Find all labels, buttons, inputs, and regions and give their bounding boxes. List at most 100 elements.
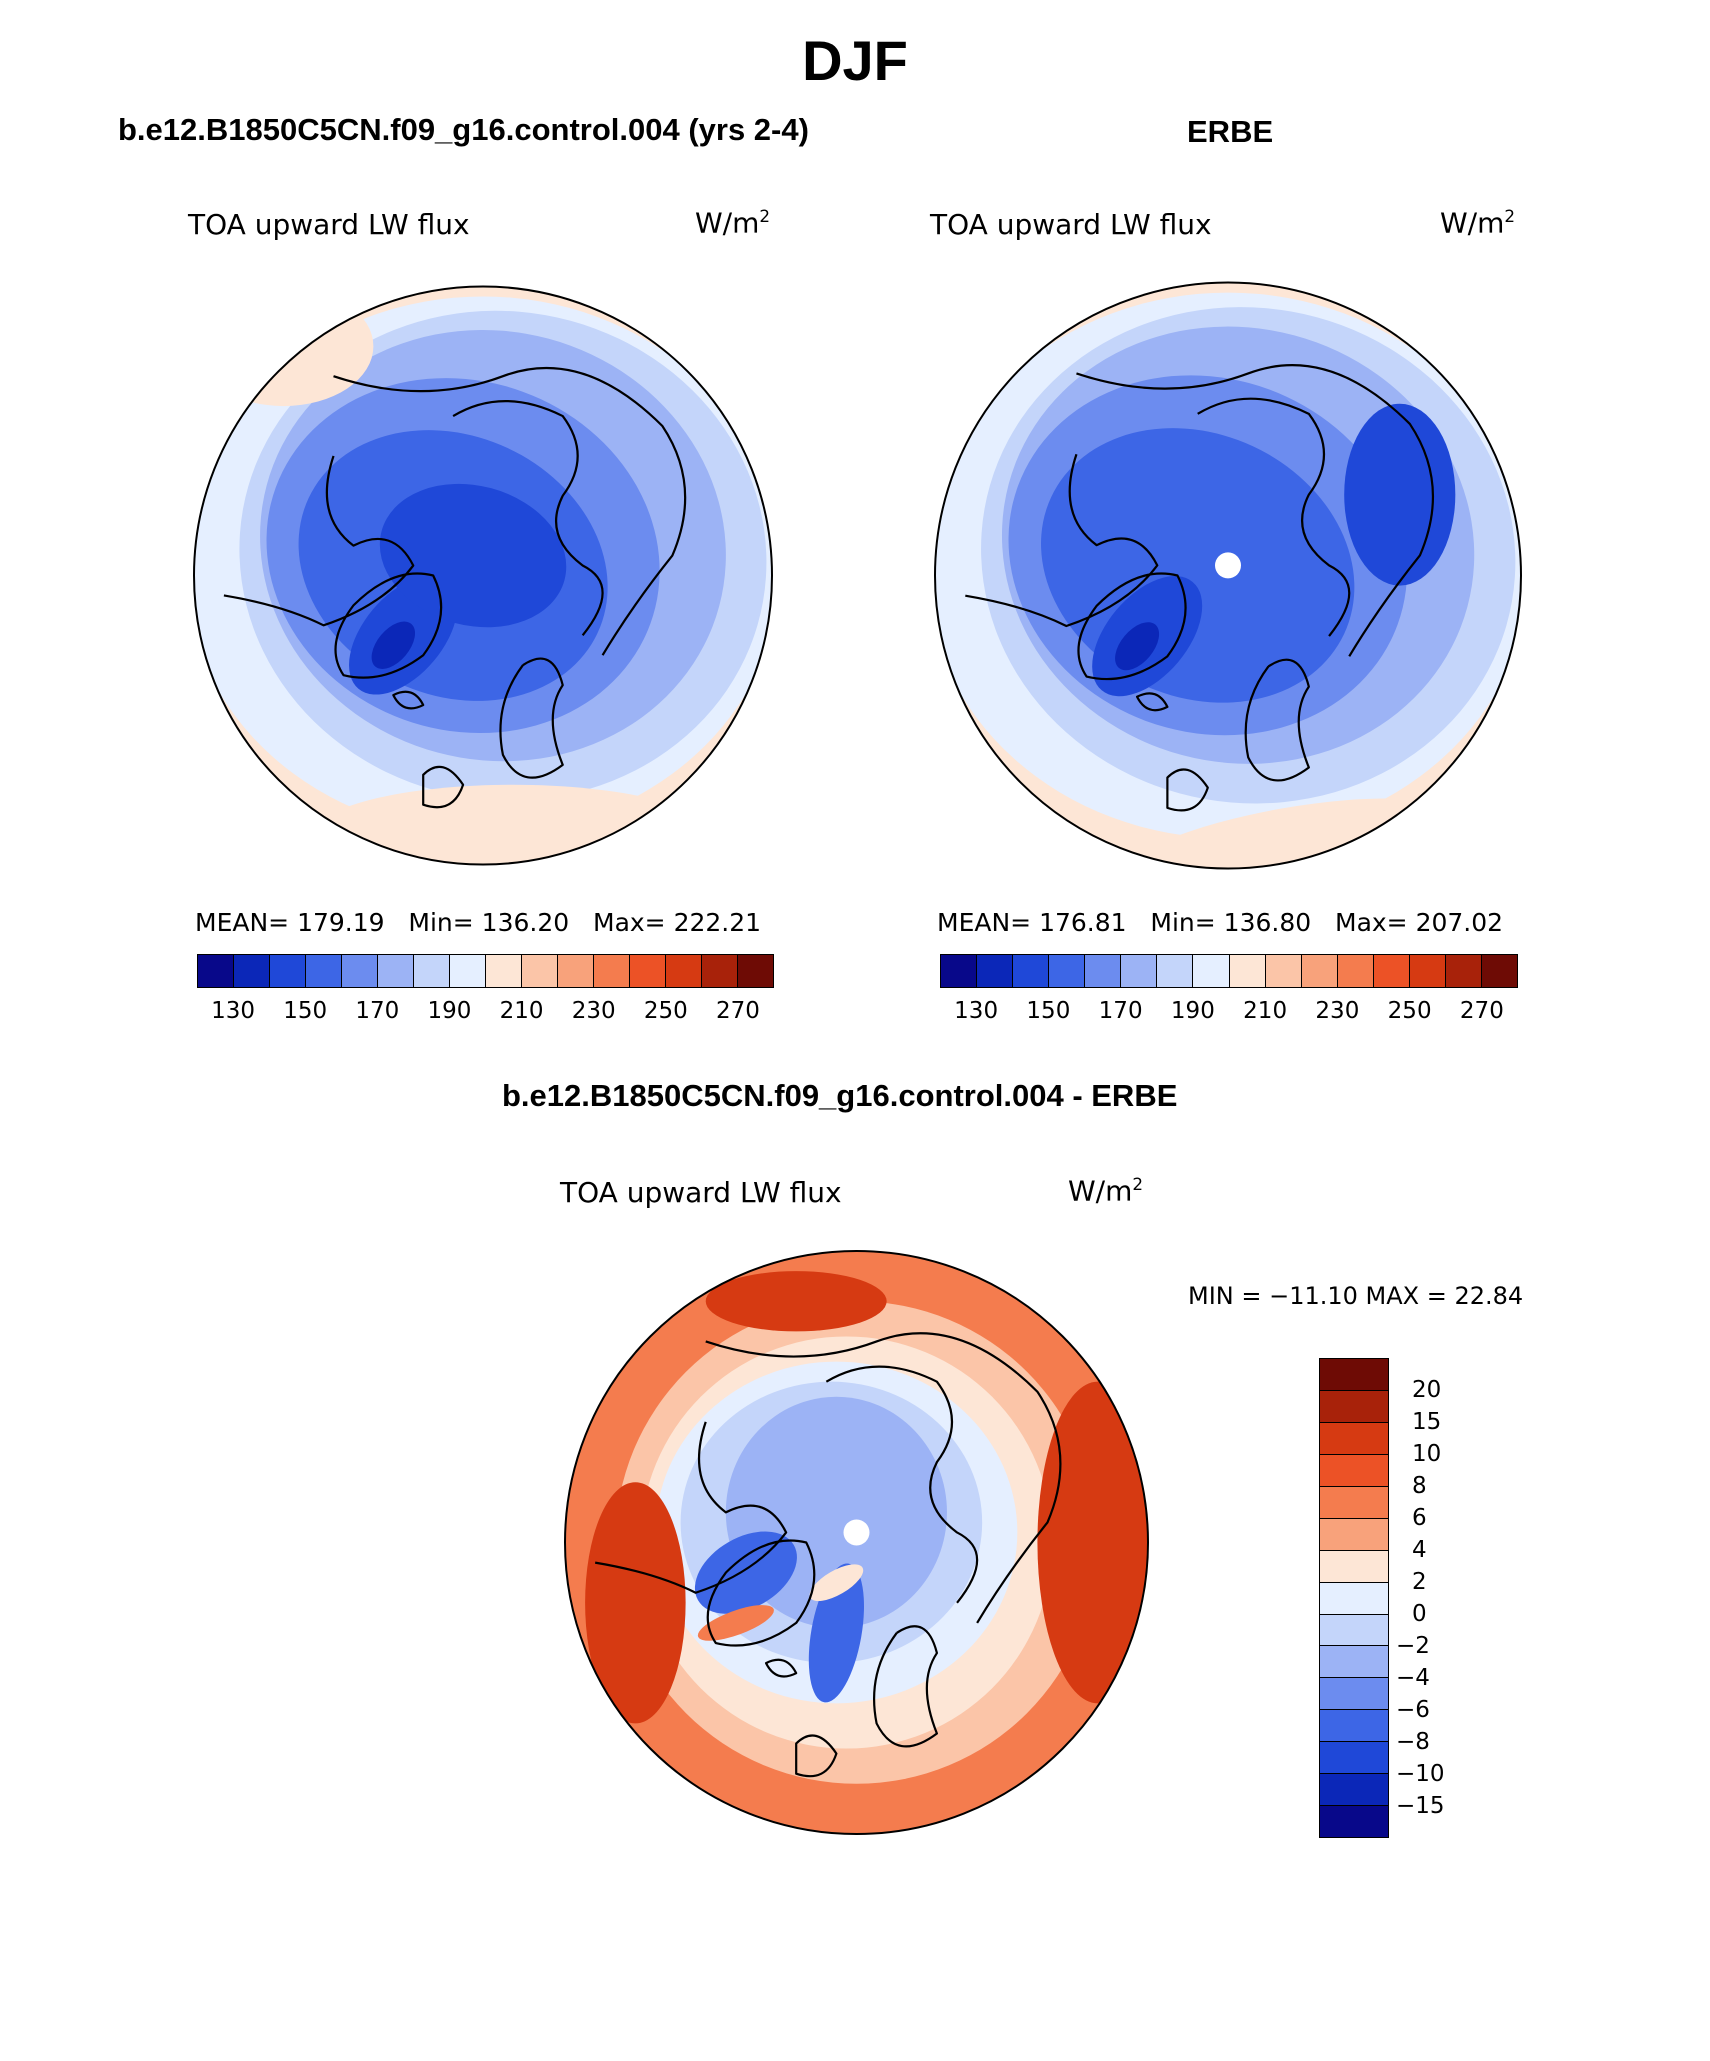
map-boundary: [193, 285, 773, 866]
field-band: [313, 784, 713, 865]
panel-3-colorbar: [1319, 1358, 1389, 1838]
panel-1-colorbar-segment: [378, 955, 414, 987]
map-field: [194, 286, 772, 865]
coastline-eurasia: [705, 1332, 1062, 1624]
panel-3-colorbar-segment: [1320, 1390, 1388, 1423]
panel-2-colorbar-segment: [1049, 955, 1086, 987]
panel-3-colorbar-segment: [1320, 1454, 1388, 1487]
panel-1-colorbar-tick: 210: [499, 998, 544, 1024]
coastline-siberia: [1197, 397, 1351, 637]
panel-1-colorbar-segment: [522, 955, 558, 987]
panel-3-colorbar-segment: [1320, 1710, 1388, 1743]
panel-2-colorbar-segment: [1157, 955, 1194, 987]
main-title: DJF: [802, 29, 908, 92]
panel-3-colorbar-tick: −6: [1396, 1697, 1430, 1723]
pole-gap: [1215, 552, 1241, 579]
coastline-greenland: [1077, 572, 1187, 681]
panel-1-colorbar-segment: [306, 955, 342, 987]
coastline-britain: [795, 1734, 838, 1778]
map-field: [565, 1251, 1148, 1834]
panel-1-colorbar-segment: [234, 955, 270, 987]
panel-3-colorbar-segment: [1320, 1806, 1388, 1838]
coastline-canada: [594, 1421, 788, 1594]
field-band: [194, 286, 374, 407]
field-band: [1344, 403, 1456, 586]
panel-2-colorbar: [940, 954, 1518, 988]
panel-1-colorbar-segment: [414, 955, 450, 987]
panel-2-colorbar-ticks: 130 150 170 190 210 230 250 270: [940, 998, 1518, 1028]
field-band: [1119, 798, 1458, 869]
coastline-eurasia: [333, 366, 687, 656]
panel-3-colorbar-segment: [1320, 1550, 1388, 1583]
panel-2-colorbar-tick: 270: [1459, 998, 1504, 1024]
coastline-britain: [1166, 768, 1209, 812]
panel-3-colorbar-ticks: 20 15 10 8 6 4 2 0 −2 −4 −6 −8 −10 −15: [1396, 1358, 1482, 1838]
panel-2-colorbar-tick: 230: [1315, 998, 1360, 1024]
panel-3-colorbar-segment: [1320, 1518, 1388, 1551]
panel-3-colorbar-tick: −4: [1396, 1665, 1430, 1691]
panel-2-title: ERBE: [1187, 114, 1274, 149]
panel-1-colorbar-tick: 250: [643, 998, 688, 1024]
panel-1-colorbar-tick: 190: [427, 998, 472, 1024]
coastline-scandinavia: [873, 1625, 939, 1748]
panel-1-colorbar-tick: 230: [571, 998, 616, 1024]
panel-3-colorbar-tick: 4: [1412, 1537, 1427, 1563]
panel-3-colorbar-segment: [1320, 1678, 1388, 1711]
map-boundary: [934, 281, 1522, 870]
field-band: [697, 1605, 774, 1641]
panel-2-colorbar-segment: [1481, 955, 1517, 987]
coastline-britain: [422, 765, 465, 809]
coastline-scandinavia: [499, 657, 564, 779]
panel-1-colorbar-segment: [738, 955, 773, 987]
field-band: [705, 1271, 887, 1332]
panel-3-colorbar-tick: 20: [1412, 1377, 1442, 1403]
panel-3-variable: TOA upward LW flux: [560, 1176, 842, 1209]
panel-1-title: b.e12.B1850C5CN.f09_g16.control.004 (yrs…: [118, 112, 809, 147]
panel-2-colorbar-segment: [1193, 955, 1230, 987]
panel-1-max: 222.21: [673, 908, 762, 937]
panel-3-colorbar-segment: [1320, 1359, 1388, 1391]
panel-2-colorbar-tick: 130: [954, 998, 999, 1024]
coastline-canada: [223, 455, 415, 627]
panel-3-colorbar-tick: −15: [1396, 1793, 1445, 1819]
panel-3-colorbar-tick: −2: [1396, 1633, 1430, 1659]
panel-2-colorbar-tick: 250: [1387, 998, 1432, 1024]
panel-3-colorbar-tick: 0: [1412, 1601, 1427, 1627]
panel-1-colorbar-segment: [558, 955, 594, 987]
panel-1-units: W/m2: [695, 206, 771, 240]
coastline-iceland: [392, 690, 425, 710]
coastline-canada: [965, 453, 1159, 628]
panel-1-min: 136.20: [481, 908, 570, 937]
panel-2-stats: MEAN= 176.81 Min= 136.80 Max= 207.02: [937, 908, 1504, 937]
coastline-scandinavia: [1244, 658, 1310, 782]
panel-2-colorbar-segment: [1301, 955, 1338, 987]
panel-2-colorbar-tick: 210: [1243, 998, 1288, 1024]
coastline-iceland: [764, 1658, 798, 1678]
panel-2-max: 207.02: [1415, 908, 1504, 937]
panel-1-colorbar-segment: [450, 955, 486, 987]
map-panel-3: [564, 1250, 1149, 1835]
panel-3-colorbar-segment: [1320, 1486, 1388, 1519]
coastline-siberia: [452, 400, 604, 636]
panel-3-title: b.e12.B1850C5CN.f09_g16.control.004 - ER…: [502, 1078, 1178, 1113]
panel-2-mean: 176.81: [1039, 908, 1127, 937]
panel-3-colorbar-tick: −10: [1396, 1761, 1445, 1787]
panel-1-colorbar-segment: [486, 955, 522, 987]
field-band: [585, 1482, 686, 1724]
panel-2-colorbar-segment: [1229, 955, 1266, 987]
panel-2-colorbar-segment: [1337, 955, 1374, 987]
panel-1-colorbar-segment: [270, 955, 306, 987]
panel-1-colorbar-segment: [594, 955, 630, 987]
panel-1-colorbar-tick: 130: [211, 998, 256, 1024]
coastline-greenland: [706, 1539, 816, 1647]
panel-3-units: W/m2: [1068, 1174, 1144, 1208]
panel-3-colorbar-tick: 6: [1412, 1505, 1427, 1531]
panel-2-colorbar-segment: [1265, 955, 1302, 987]
panel-2-colorbar-tick: 150: [1026, 998, 1071, 1024]
panel-1-colorbar-segment: [198, 955, 234, 987]
panel-3-colorbar-tick: 8: [1412, 1473, 1427, 1499]
coastline-eurasia: [1076, 364, 1435, 657]
panel-3-colorbar-segment: [1320, 1742, 1388, 1775]
panel-1-colorbar-ticks: 130 150 170 190 210 230 250 270: [197, 998, 774, 1028]
panel-1-variable: TOA upward LW flux: [188, 208, 470, 241]
